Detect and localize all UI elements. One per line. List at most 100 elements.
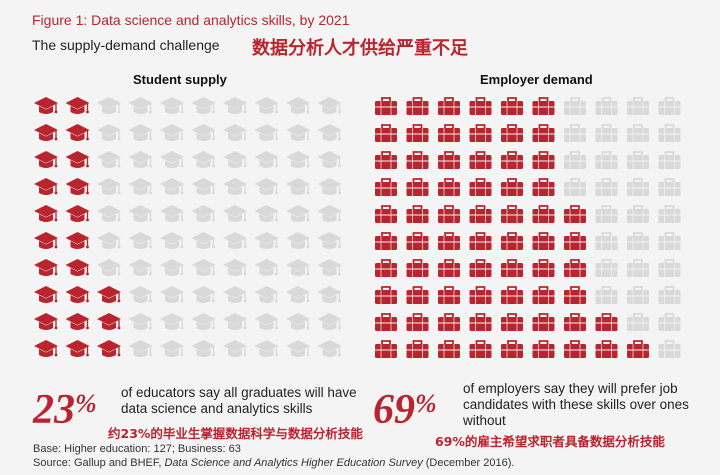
graduation-cap-icon-filled (34, 178, 58, 195)
graduation-cap-icon-filled (34, 340, 58, 357)
graduation-cap-icon-filled (65, 340, 90, 357)
graduation-cap-icon-empty (128, 97, 153, 114)
briefcase-icon-empty (658, 151, 681, 169)
briefcase-icon-filled (438, 124, 460, 142)
briefcase-icon-empty (595, 286, 618, 304)
graduation-cap-icon-filled (65, 259, 90, 276)
graduation-cap-icon-empty (128, 259, 153, 276)
briefcase-icon-filled (406, 151, 429, 169)
employer-demand-title: Employer demand (480, 72, 593, 87)
graduation-cap-icon-empty (317, 259, 342, 276)
graduation-cap-icon-empty (254, 124, 279, 141)
briefcase-icon-empty (627, 205, 649, 223)
briefcase-icon-empty (627, 151, 649, 169)
employer-demand-description: of employers say they will prefer job ca… (463, 381, 689, 428)
student-percent-sign: % (75, 389, 97, 418)
graduation-cap-icon-empty (160, 286, 184, 303)
briefcase-icon-empty (658, 286, 681, 304)
briefcase-icon-filled (469, 259, 492, 277)
briefcase-icon-empty (658, 124, 681, 142)
graduation-cap-icon-empty (97, 97, 121, 114)
graduation-cap-icon-empty (97, 205, 121, 222)
graduation-cap-icon-empty (191, 178, 216, 195)
briefcase-icon-filled (564, 232, 586, 250)
figure-subtitle-chinese: 数据分析人才供给严重不足 (252, 38, 468, 59)
student-supply-title: Student supply (133, 72, 227, 87)
graduation-cap-icon-empty (317, 313, 342, 330)
briefcase-icon-empty (595, 97, 618, 115)
briefcase-icon-empty (658, 313, 681, 331)
graduation-cap-icon-filled (65, 124, 90, 141)
briefcase-icon-filled (438, 178, 460, 196)
graduation-cap-icon-empty (254, 340, 279, 357)
briefcase-icon-filled (406, 259, 429, 277)
graduation-cap-icon-empty (223, 313, 247, 330)
graduation-cap-icon-empty (286, 259, 310, 276)
briefcase-icon-empty (658, 97, 681, 115)
briefcase-icon-filled (438, 286, 460, 304)
employer-demand-percent: 69% (373, 389, 437, 431)
figure-subtitle: The supply-demand challenge (32, 37, 220, 53)
graduation-cap-icon-empty (128, 340, 153, 357)
briefcase-icon-filled (501, 286, 523, 304)
graduation-cap-icon-empty (286, 313, 310, 330)
briefcase-icon-filled (438, 232, 460, 250)
graduation-cap-icon-filled (34, 259, 58, 276)
graduation-cap-icon-empty (191, 205, 216, 222)
graduation-cap-icon-filled (65, 178, 90, 195)
briefcase-icon-empty (658, 232, 681, 250)
briefcase-icon-filled (406, 286, 429, 304)
graduation-cap-icon-empty (223, 340, 247, 357)
briefcase-icon-empty (627, 124, 649, 142)
briefcase-icon-filled (438, 97, 460, 115)
graduation-cap-icon-empty (160, 97, 184, 114)
graduation-cap-icon-filled (34, 151, 58, 168)
briefcase-icon-filled (501, 151, 523, 169)
briefcase-icon-empty (627, 232, 649, 250)
briefcase-icon-filled (501, 124, 523, 142)
briefcase-icon-filled (406, 340, 429, 358)
briefcase-icon-filled (501, 313, 523, 331)
graduation-cap-icon-empty (317, 232, 342, 249)
briefcase-icon-filled (532, 97, 555, 115)
graduation-cap-icon-empty (254, 97, 279, 114)
graduation-cap-icon-empty (128, 124, 153, 141)
briefcase-icon-filled (375, 97, 397, 115)
graduation-cap-icon-empty (286, 232, 310, 249)
briefcase-icon-filled (532, 178, 555, 196)
briefcase-icon-empty (564, 151, 586, 169)
briefcase-icon-filled (469, 313, 492, 331)
graduation-cap-icon-filled (65, 313, 90, 330)
briefcase-icon-empty (627, 97, 649, 115)
graduation-cap-icon-empty (191, 259, 216, 276)
graduation-cap-icon-empty (128, 232, 153, 249)
briefcase-icon-filled (532, 205, 555, 223)
briefcase-icon-filled (595, 340, 618, 358)
graduation-cap-icon-filled (97, 286, 121, 303)
briefcase-icon-empty (658, 259, 681, 277)
graduation-cap-icon-empty (254, 151, 279, 168)
graduation-cap-icon-empty (317, 97, 342, 114)
briefcase-icon-filled (469, 97, 492, 115)
briefcase-icon-filled (375, 286, 397, 304)
graduation-cap-icon-filled (34, 232, 58, 249)
briefcase-icon-filled (501, 232, 523, 250)
source-prefix: Source: Gallup and BHEF, (33, 457, 165, 469)
graduation-cap-icon-empty (191, 151, 216, 168)
briefcase-icon-filled (469, 340, 492, 358)
briefcase-icon-filled (469, 205, 492, 223)
briefcase-icon-filled (469, 124, 492, 142)
briefcase-icon-filled (564, 313, 586, 331)
graduation-cap-icon-empty (317, 340, 342, 357)
briefcase-icon-filled (438, 205, 460, 223)
briefcase-icon-filled (532, 286, 555, 304)
graduation-cap-icon-empty (191, 124, 216, 141)
briefcase-icon-filled (564, 340, 586, 358)
graduation-cap-icon-empty (128, 205, 153, 222)
employer-demand-description-chinese: 69%的雇主希望求职者具备数据分析技能 (435, 434, 665, 449)
briefcase-icon-empty (595, 151, 618, 169)
graduation-cap-icon-filled (34, 286, 58, 303)
briefcase-icon-empty (595, 178, 618, 196)
graduation-cap-icon-filled (65, 97, 90, 114)
briefcase-icon-filled (469, 232, 492, 250)
